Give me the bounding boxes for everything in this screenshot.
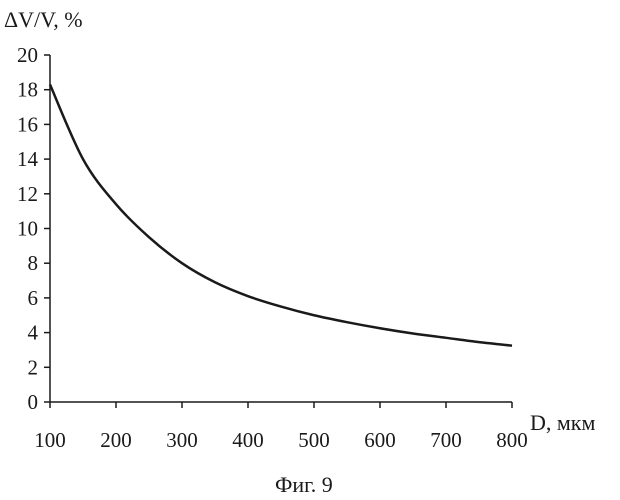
y-axis: 0 2 4 6 8 10 12 14 16 18 20 xyxy=(17,43,50,414)
x-tick-label: 400 xyxy=(232,428,264,452)
y-tick-label: 16 xyxy=(17,112,38,136)
y-tick-label: 6 xyxy=(28,286,39,310)
y-tick-label: 2 xyxy=(28,355,39,379)
y-tick-label: 12 xyxy=(17,182,38,206)
x-tick-label: 300 xyxy=(166,428,198,452)
y-tick-label: 18 xyxy=(17,78,38,102)
x-tick-label: 200 xyxy=(100,428,132,452)
y-tick-label: 0 xyxy=(28,390,39,414)
y-axis-title: ΔV/V, % xyxy=(4,7,83,32)
x-tick-label: 600 xyxy=(364,428,396,452)
x-tick-label: 700 xyxy=(430,428,462,452)
x-tick-label: 100 xyxy=(34,428,66,452)
x-tick-label: 500 xyxy=(298,428,330,452)
y-tick-label: 4 xyxy=(28,321,39,345)
y-tick-label: 8 xyxy=(28,251,39,275)
x-tick-label: 800 xyxy=(496,428,528,452)
x-axis-title: D, мкм xyxy=(530,410,595,435)
figure-caption: Фиг. 9 xyxy=(275,472,333,497)
y-tick-label: 10 xyxy=(17,217,38,241)
y-tick-label: 20 xyxy=(17,43,38,67)
x-axis: 100 200 300 400 500 600 700 800 xyxy=(34,402,528,452)
series-line xyxy=(50,84,512,345)
y-tick-label: 14 xyxy=(17,147,39,171)
